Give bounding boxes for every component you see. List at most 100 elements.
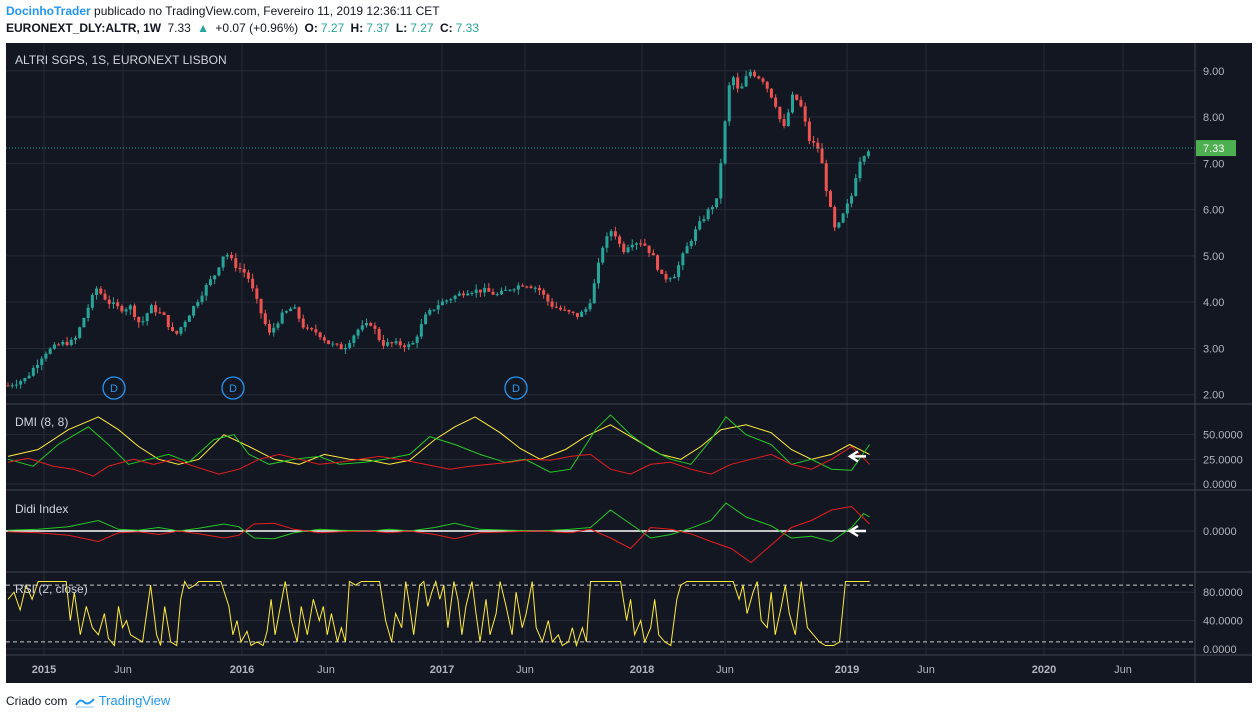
candle-body [179,327,183,334]
candle-body [44,353,48,359]
arrow-left-icon [847,524,866,538]
candle-body [204,285,208,296]
candle-body [31,368,35,376]
created-with-text: Criado com [6,694,68,708]
symbol-info: EURONEXT_DLY:ALTR, 1W 7.33 ▲ +0.07 (+0.9… [6,21,482,35]
candle-body [411,342,415,345]
candle-body [554,306,558,308]
candle-body [453,295,457,300]
candle-body [293,307,297,309]
candle-body [660,269,664,274]
candle-body [48,348,52,354]
candle-body [803,106,807,122]
candle-body [398,341,402,346]
dividend-marker[interactable] [221,376,245,400]
candle-body [272,327,276,333]
dmi-pane[interactable] [7,414,871,477]
tradingview-brand-link[interactable]: TradingView [98,693,171,708]
candle-body [656,255,660,270]
candle-body [52,344,56,349]
tradingview-logo-icon [74,698,95,708]
candle-body [828,191,832,207]
time-axis[interactable]: 2015 Jun 2016 Jun 2017 Jun 2018 Jun 2019 Jun 2020 J… [32,664,1132,676]
candle-body [462,293,466,296]
indicator-series-line [7,502,870,543]
candle-body [217,267,221,276]
candle-body [381,340,385,346]
candle-body [782,119,786,127]
candle-body [757,76,761,79]
indicator-axis-label: 80.0000 [1203,587,1243,599]
candle-body [200,295,204,303]
candle-body [753,71,757,77]
candle-body [588,303,592,310]
candle-body [816,142,820,149]
candle-body [424,314,428,325]
candle-body [622,243,626,253]
candle-body [639,243,643,245]
dividend-marker-label: D [512,383,520,395]
candle-body [694,229,698,241]
candle-body [73,337,77,340]
candle-body [170,327,174,331]
candle-body [14,384,18,386]
candle-body [769,88,773,98]
time-axis-label: 2020 [1032,664,1056,676]
rsi-pane-title: RSI (2, close) [15,582,88,596]
candle-body [647,245,651,253]
dmi-pane-title: DMI (8, 8) [15,415,68,429]
candle-body [23,378,27,382]
rsi-pane[interactable] [6,579,1195,648]
price-axis-label: 7.00 [1203,158,1224,170]
candle-body [145,313,149,322]
candle-body [736,77,740,89]
candle-body [310,328,314,330]
candle-body [322,337,326,341]
candle-body [116,302,120,307]
candle-body [651,252,655,256]
candle-body [137,316,141,323]
dividend-marker[interactable] [102,376,126,400]
candle-body [348,342,352,348]
candle-body [234,258,238,268]
candle-body [284,311,288,313]
low-label: L: [395,21,408,35]
candle-body [609,231,613,237]
candle-body [99,288,103,294]
arrow-left-icon [847,450,866,463]
candle-body [550,301,554,307]
candle-body [677,265,681,277]
candle-body [90,295,94,308]
candle-body [845,203,849,214]
candle-body [858,161,862,179]
candle-body [394,341,398,344]
indicator-series-line [7,445,870,477]
candle-body [289,308,293,312]
candle-body [643,243,647,246]
candle-body [40,358,44,365]
candle-body [765,81,769,89]
candle-body [95,288,99,296]
candle-body [504,289,508,291]
candle-body [483,288,487,293]
candle-body [365,323,369,326]
candle-body [377,328,381,341]
candle-body [111,302,115,304]
dividend-marker-label: D [110,383,118,395]
dividend-marker[interactable] [504,376,528,400]
price-axis[interactable]: 9.00 8.00 7.00 6.00 5.00 4.00 3.00 2.00 7.33 50.0… [1196,66,1243,656]
didi-pane[interactable] [6,502,870,564]
candle-body [213,275,217,280]
symbol-name: EURONEXT_DLY:ALTR, 1W [6,21,162,35]
price-axis-label: 4.00 [1203,297,1224,309]
candle-body [107,299,111,304]
candle-body [778,106,782,120]
candle-body [833,206,837,228]
candle-body [812,140,816,143]
candle-body [428,310,432,315]
candle-body [419,324,423,337]
candle-body [478,289,482,293]
chart-canvas[interactable]: D D D 9.00 8.00 7.00 6.00 5.00 4.00 3.00 2.00 7.33… [6,43,1252,683]
author-name[interactable]: DocinhoTrader [6,4,91,18]
